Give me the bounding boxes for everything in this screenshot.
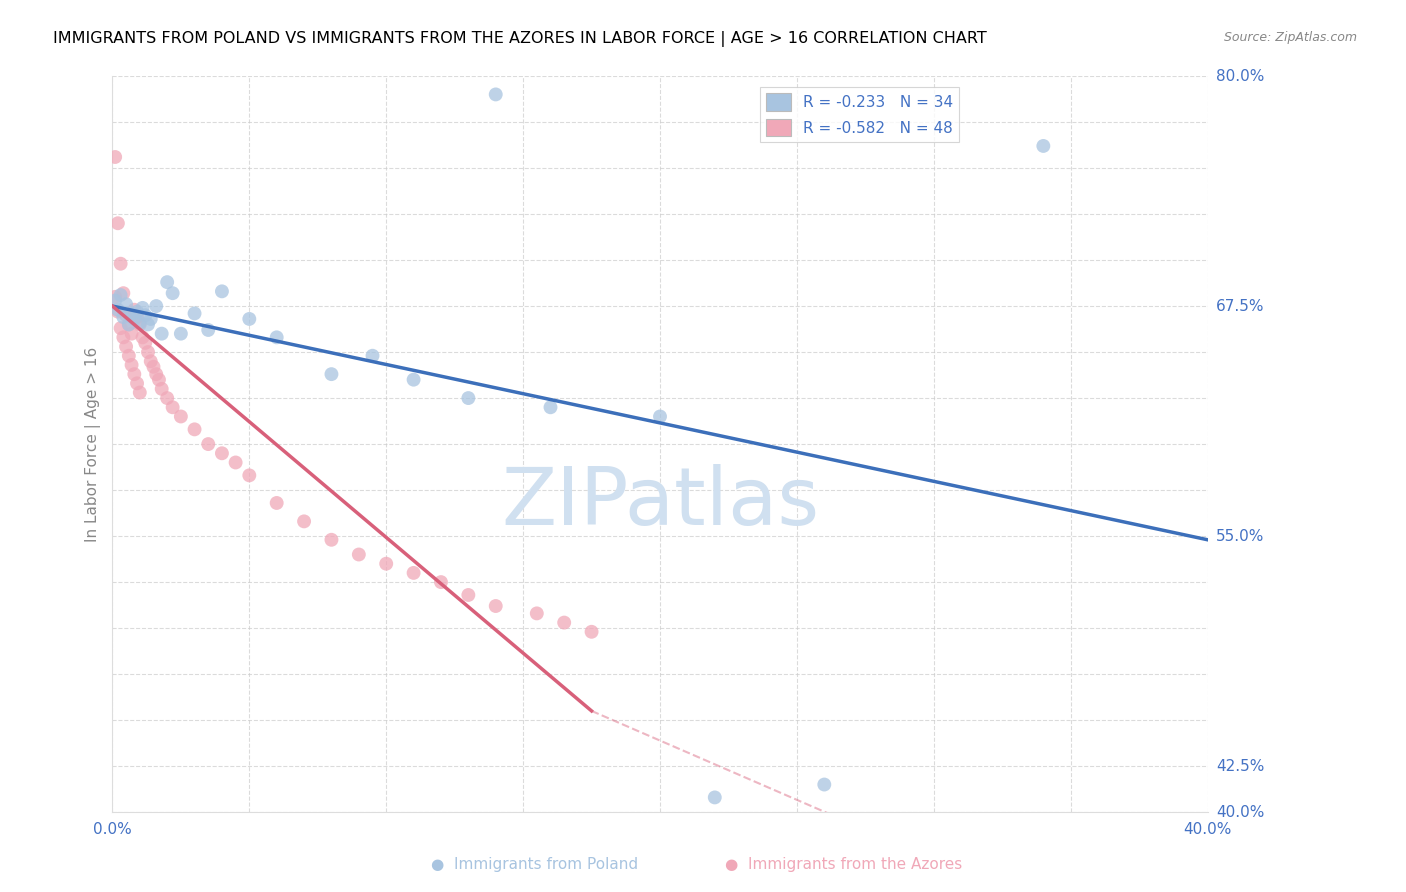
Point xyxy=(1032,139,1054,153)
Point xyxy=(238,468,260,483)
Legend: R = -0.233   N = 34, R = -0.582   N = 48: R = -0.233 N = 34, R = -0.582 N = 48 xyxy=(761,87,959,143)
Point xyxy=(118,318,141,332)
Point xyxy=(211,446,233,460)
Point xyxy=(125,310,148,324)
Point xyxy=(183,422,205,436)
Text: 42.5%: 42.5% xyxy=(1216,758,1264,773)
Point xyxy=(115,340,138,354)
Point xyxy=(107,304,129,318)
Point xyxy=(110,288,132,302)
Point xyxy=(526,607,548,621)
Point xyxy=(156,391,179,405)
Text: ●  Immigrants from the Azores: ● Immigrants from the Azores xyxy=(725,857,962,872)
Point xyxy=(156,275,179,289)
Point xyxy=(121,326,143,341)
Point xyxy=(139,354,162,368)
Point xyxy=(125,376,148,391)
Point xyxy=(118,318,141,332)
Point xyxy=(142,359,165,374)
Point xyxy=(134,335,156,350)
Point xyxy=(197,323,219,337)
Point xyxy=(136,318,159,332)
Point xyxy=(361,349,384,363)
Point xyxy=(104,293,127,308)
Point xyxy=(134,308,156,322)
Text: IMMIGRANTS FROM POLAND VS IMMIGRANTS FROM THE AZORES IN LABOR FORCE | AGE > 16 C: IMMIGRANTS FROM POLAND VS IMMIGRANTS FRO… xyxy=(53,31,987,47)
Point xyxy=(121,358,143,372)
Point xyxy=(170,326,193,341)
Point xyxy=(112,310,135,324)
Point xyxy=(131,301,153,315)
Text: ZIPatlas: ZIPatlas xyxy=(501,464,820,542)
Point xyxy=(162,286,184,301)
Point xyxy=(115,308,138,322)
Point xyxy=(124,302,146,317)
Point xyxy=(485,87,508,102)
Point xyxy=(150,382,173,396)
Point xyxy=(118,349,141,363)
Point xyxy=(183,306,205,320)
Text: 67.5%: 67.5% xyxy=(1216,299,1264,314)
Point xyxy=(107,216,129,230)
Point xyxy=(128,318,150,332)
Point xyxy=(104,150,127,164)
Point xyxy=(136,345,159,359)
Point xyxy=(148,373,170,387)
Text: 80.0%: 80.0% xyxy=(1216,69,1264,84)
Text: 55.0%: 55.0% xyxy=(1216,529,1264,543)
Point xyxy=(553,615,575,630)
Point xyxy=(266,496,288,510)
Point xyxy=(112,330,135,344)
Point xyxy=(170,409,193,424)
Point xyxy=(703,790,725,805)
Point xyxy=(139,312,162,326)
Point xyxy=(402,566,425,580)
Point xyxy=(211,285,233,299)
Point xyxy=(115,297,138,311)
Point xyxy=(124,312,146,326)
Point xyxy=(266,330,288,344)
Point xyxy=(197,437,219,451)
Point xyxy=(112,286,135,301)
Point xyxy=(104,290,127,304)
Point xyxy=(162,401,184,415)
Point xyxy=(145,367,167,381)
Point xyxy=(110,321,132,335)
Point xyxy=(107,302,129,317)
Text: 40.0%: 40.0% xyxy=(1216,805,1264,820)
Point xyxy=(145,299,167,313)
Point xyxy=(150,326,173,341)
Point xyxy=(402,373,425,387)
Point xyxy=(124,367,146,381)
Text: ●  Immigrants from Poland: ● Immigrants from Poland xyxy=(430,857,638,872)
Point xyxy=(430,575,453,590)
Point xyxy=(648,409,671,424)
Point xyxy=(321,533,343,547)
Point xyxy=(540,401,562,415)
Point xyxy=(238,312,260,326)
Point xyxy=(121,306,143,320)
Point xyxy=(128,385,150,400)
Text: Source: ZipAtlas.com: Source: ZipAtlas.com xyxy=(1223,31,1357,45)
Point xyxy=(128,316,150,330)
Point xyxy=(347,548,370,562)
Point xyxy=(813,778,835,792)
Point xyxy=(292,514,315,528)
Point xyxy=(457,588,479,602)
Point xyxy=(457,391,479,405)
Point xyxy=(125,304,148,318)
Point xyxy=(581,624,603,639)
Point xyxy=(375,557,398,571)
Point xyxy=(131,330,153,344)
Point xyxy=(110,257,132,271)
Point xyxy=(485,599,508,613)
Point xyxy=(321,367,343,381)
Point xyxy=(225,455,247,469)
Y-axis label: In Labor Force | Age > 16: In Labor Force | Age > 16 xyxy=(86,346,101,541)
